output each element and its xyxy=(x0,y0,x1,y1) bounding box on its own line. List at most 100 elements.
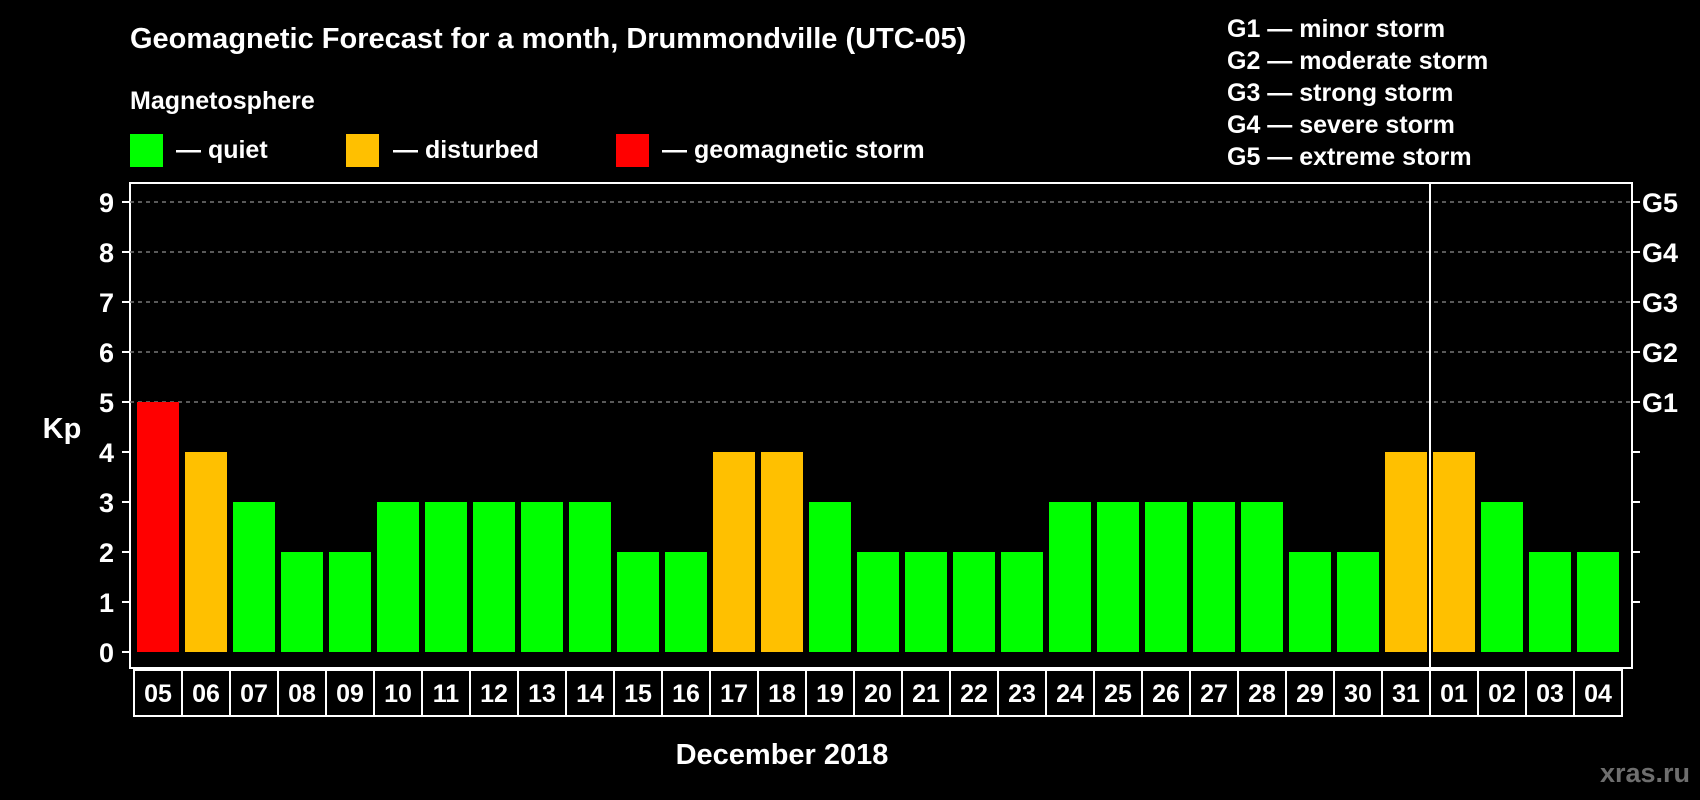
x-tick-label-27: 27 xyxy=(1200,680,1228,708)
y-tick-label-1: 1 xyxy=(99,588,114,618)
storm-scale-g3: G3 — strong storm xyxy=(1227,79,1453,107)
x-tick-label-23: 23 xyxy=(1008,680,1036,708)
bar-27 xyxy=(1193,502,1235,652)
x-tick-label-20: 20 xyxy=(864,680,892,708)
x-tick-label-15: 15 xyxy=(624,680,652,708)
bar-14 xyxy=(569,502,611,652)
bar-01 xyxy=(1433,452,1475,652)
legend-heading: Magnetosphere xyxy=(130,87,315,115)
storm-level-label-g2: G2 xyxy=(1642,338,1678,368)
x-tick-label-31: 31 xyxy=(1392,680,1420,708)
x-tick-label-10: 10 xyxy=(384,680,412,708)
y-axis-label: Kp xyxy=(43,413,82,445)
x-tick-label-18: 18 xyxy=(768,680,796,708)
x-axis-label: December 2018 xyxy=(676,739,889,771)
x-tick-label-07: 07 xyxy=(240,680,268,708)
x-tick-label-26: 26 xyxy=(1152,680,1180,708)
bar-05 xyxy=(137,402,179,652)
x-tick-label-13: 13 xyxy=(528,680,556,708)
bar-26 xyxy=(1145,502,1187,652)
storm-scale-g1: G1 — minor storm xyxy=(1227,15,1445,43)
date-strip xyxy=(133,669,1623,717)
bar-13 xyxy=(521,502,563,652)
storm-scale-key: G1 — minor storm G2 — moderate storm G3 … xyxy=(1227,15,1488,171)
bar-17 xyxy=(713,452,755,652)
x-tick-label-16: 16 xyxy=(672,680,700,708)
x-tick-label-12: 12 xyxy=(480,680,508,708)
bar-15 xyxy=(617,552,659,652)
bar-24 xyxy=(1049,502,1091,652)
bar-03 xyxy=(1529,552,1571,652)
x-tick-label-28: 28 xyxy=(1248,680,1276,708)
legend: — quiet — disturbed — geomagnetic storm xyxy=(130,134,925,167)
x-tick-label-22: 22 xyxy=(960,680,988,708)
x-tick-label-17: 17 xyxy=(720,680,748,708)
x-tick-label-02: 02 xyxy=(1488,680,1516,708)
storm-level-label-g4: G4 xyxy=(1642,238,1678,268)
storm-scale-g5: G5 — extreme storm xyxy=(1227,143,1472,171)
legend-swatch-disturbed xyxy=(346,134,379,167)
bar-30 xyxy=(1337,552,1379,652)
y-tick-label-5: 5 xyxy=(99,388,114,418)
storm-level-label-g5: G5 xyxy=(1642,188,1678,218)
bar-19 xyxy=(809,502,851,652)
bar-04 xyxy=(1577,552,1619,652)
bar-22 xyxy=(953,552,995,652)
x-tick-label-01: 01 xyxy=(1440,680,1468,708)
x-tick-label-04: 04 xyxy=(1584,680,1612,708)
storm-level-label-g3: G3 xyxy=(1642,288,1678,318)
y-tick-label-2: 2 xyxy=(99,538,114,568)
x-tick-label-19: 19 xyxy=(816,680,844,708)
storm-scale-g4: G4 — severe storm xyxy=(1227,111,1455,139)
legend-label-quiet: — quiet xyxy=(176,136,268,164)
x-tick-label-09: 09 xyxy=(336,680,364,708)
legend-swatch-quiet xyxy=(130,134,163,167)
bar-23 xyxy=(1001,552,1043,652)
bar-20 xyxy=(857,552,899,652)
y-axis-right: G1 G2 G3 G4 G5 xyxy=(1632,188,1678,603)
bar-02 xyxy=(1481,502,1523,652)
bar-08 xyxy=(281,552,323,652)
x-tick-label-29: 29 xyxy=(1296,680,1324,708)
bar-28 xyxy=(1241,502,1283,652)
x-tick-label-14: 14 xyxy=(576,680,604,708)
bar-18 xyxy=(761,452,803,652)
y-axis-left: 0 1 2 3 4 5 6 7 8 9 xyxy=(99,188,130,668)
x-axis-dates: 05 06 07 08 09 10 11 12 13 14 15 16 17 18 19 20 21 22 23 24… xyxy=(133,669,1623,717)
bar-31 xyxy=(1385,452,1427,652)
plot-frame xyxy=(129,182,1633,669)
bars xyxy=(137,183,1619,668)
y-tick-label-6: 6 xyxy=(99,338,114,368)
bar-09 xyxy=(329,552,371,652)
x-tick-label-06: 06 xyxy=(192,680,220,708)
y-tick-label-8: 8 xyxy=(99,238,114,268)
bar-29 xyxy=(1289,552,1331,652)
bar-21 xyxy=(905,552,947,652)
bar-07 xyxy=(233,502,275,652)
x-tick-label-21: 21 xyxy=(912,680,940,708)
y-tick-label-7: 7 xyxy=(99,288,114,318)
storm-level-label-g1: G1 xyxy=(1642,388,1678,418)
storm-scale-g2: G2 — moderate storm xyxy=(1227,47,1488,75)
x-tick-label-24: 24 xyxy=(1056,680,1084,708)
legend-swatch-storm xyxy=(616,134,649,167)
chart-title: Geomagnetic Forecast for a month, Drummo… xyxy=(130,23,966,55)
y-tick-label-0: 0 xyxy=(99,638,114,668)
legend-label-disturbed: — disturbed xyxy=(393,136,539,164)
y-tick-label-3: 3 xyxy=(99,488,114,518)
x-tick-label-03: 03 xyxy=(1536,680,1564,708)
legend-label-storm: — geomagnetic storm xyxy=(662,136,925,164)
watermark: xras.ru xyxy=(1600,758,1690,788)
x-tick-label-08: 08 xyxy=(288,680,316,708)
bar-06 xyxy=(185,452,227,652)
gridlines xyxy=(130,201,1632,403)
y-tick-label-4: 4 xyxy=(99,438,114,468)
x-tick-label-11: 11 xyxy=(433,680,460,708)
bar-10 xyxy=(377,502,419,652)
bar-12 xyxy=(473,502,515,652)
x-tick-label-05: 05 xyxy=(144,680,172,708)
x-tick-label-30: 30 xyxy=(1344,680,1372,708)
x-tick-label-25: 25 xyxy=(1104,680,1132,708)
bar-16 xyxy=(665,552,707,652)
